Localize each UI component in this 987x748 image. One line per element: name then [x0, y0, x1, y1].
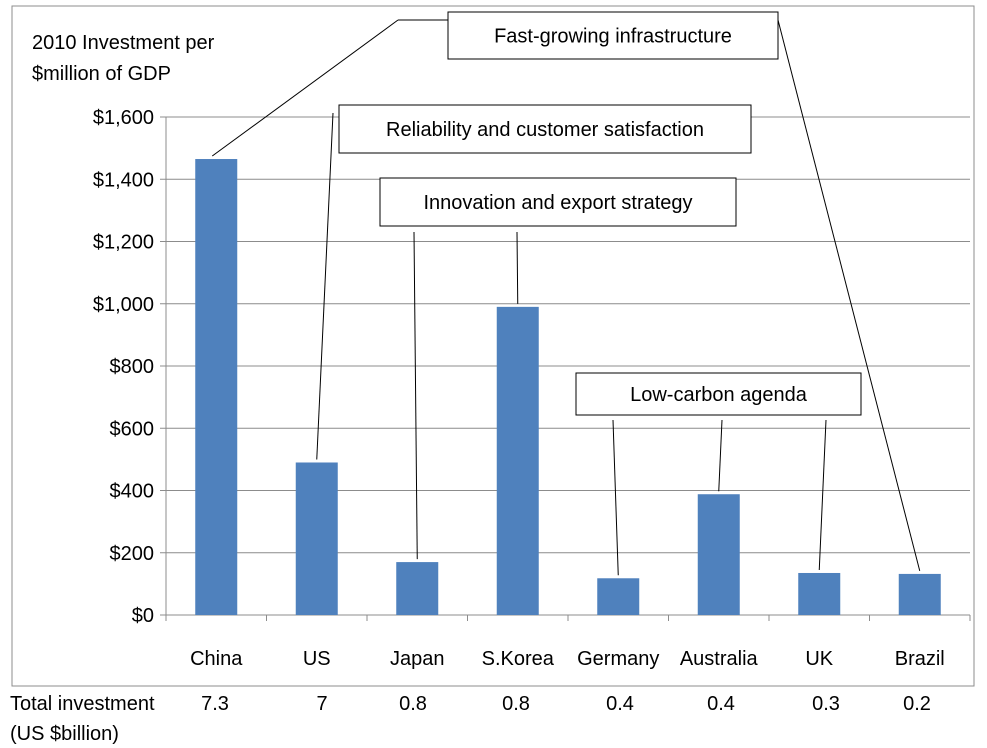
annotation-leader: [211, 19, 399, 157]
y-axis-title: 2010 Investment per $million of GDP: [32, 32, 215, 85]
y-axis-title-line2: $million of GDP: [32, 63, 171, 85]
total-investment-value: 0.3: [812, 693, 840, 715]
x-category-label: S.Korea: [482, 648, 555, 670]
x-category-label: Brazil: [895, 648, 945, 670]
annotation-leader: [718, 419, 723, 492]
total-investment-value: 0.4: [707, 693, 735, 715]
x-category-label: Australia: [680, 648, 759, 670]
y-tick-label: $1,200: [93, 232, 154, 254]
x-category-label: China: [190, 648, 243, 670]
y-tick-label: $200: [110, 543, 155, 565]
y-tick-label: $1,600: [93, 107, 154, 129]
bar: [295, 462, 338, 615]
y-tick-label: $1,000: [93, 294, 154, 316]
y-tick-label: $400: [110, 481, 155, 503]
annotation-label: Reliability and customer satisfaction: [386, 119, 704, 141]
x-category-label: Germany: [577, 648, 659, 670]
x-category-label: UK: [805, 648, 833, 670]
bar: [597, 578, 640, 615]
annotation-leaders: [211, 19, 921, 576]
annotation-leader: [612, 419, 619, 576]
annotation-box: [338, 104, 752, 154]
bar: [798, 572, 841, 615]
y-tick-label: $600: [110, 418, 155, 440]
annotation-box: [575, 372, 862, 416]
bar: [396, 562, 439, 615]
annotation-box: [447, 11, 779, 60]
annotation-leader: [516, 231, 519, 304]
annotation-label: Innovation and export strategy: [423, 192, 692, 214]
bar: [898, 573, 941, 615]
y-tick-label: $0: [132, 605, 154, 627]
annotation-leader: [316, 112, 334, 460]
y-axis-ticks: $0 $200 $400 $600 $800 $1,000 $1,200 $1,400 $1,6…: [93, 107, 971, 627]
total-investment-value: 7: [316, 693, 328, 715]
total-investment-value: 0.8: [502, 693, 530, 715]
total-investment-unit: (US $billion): [10, 723, 119, 745]
bar: [697, 494, 740, 615]
annotation-leader: [818, 419, 827, 571]
x-category-label: Japan: [390, 648, 445, 670]
annotation-label: Low-carbon agenda: [630, 384, 808, 406]
total-investment-value: 0.4: [606, 693, 634, 715]
annotation-label: Fast-growing infrastructure: [494, 26, 732, 48]
annotations: Fast-growing infrastructure Reliability a…: [338, 11, 862, 416]
chart-frame: [11, 5, 975, 687]
y-tick-label: $1,400: [93, 169, 154, 191]
total-investment-value: 0.2: [903, 693, 931, 715]
x-category-label: US: [303, 648, 331, 670]
total-investment-value: 7.3: [201, 693, 229, 715]
y-tick-label: $800: [110, 356, 155, 378]
total-investment-value: 0.8: [399, 693, 427, 715]
total-investment-label: Total investment: [10, 693, 155, 715]
annotation-leader: [777, 19, 921, 572]
y-axis-title-line1: 2010 Investment per: [32, 32, 215, 54]
annotation-leader: [413, 231, 418, 560]
bar: [496, 306, 539, 615]
x-axis-categories: China US Japan S.Korea Germany Australia UK Bra…: [190, 648, 945, 670]
bar: [195, 159, 238, 616]
annotation-box: [379, 177, 737, 227]
bars: [195, 159, 941, 616]
